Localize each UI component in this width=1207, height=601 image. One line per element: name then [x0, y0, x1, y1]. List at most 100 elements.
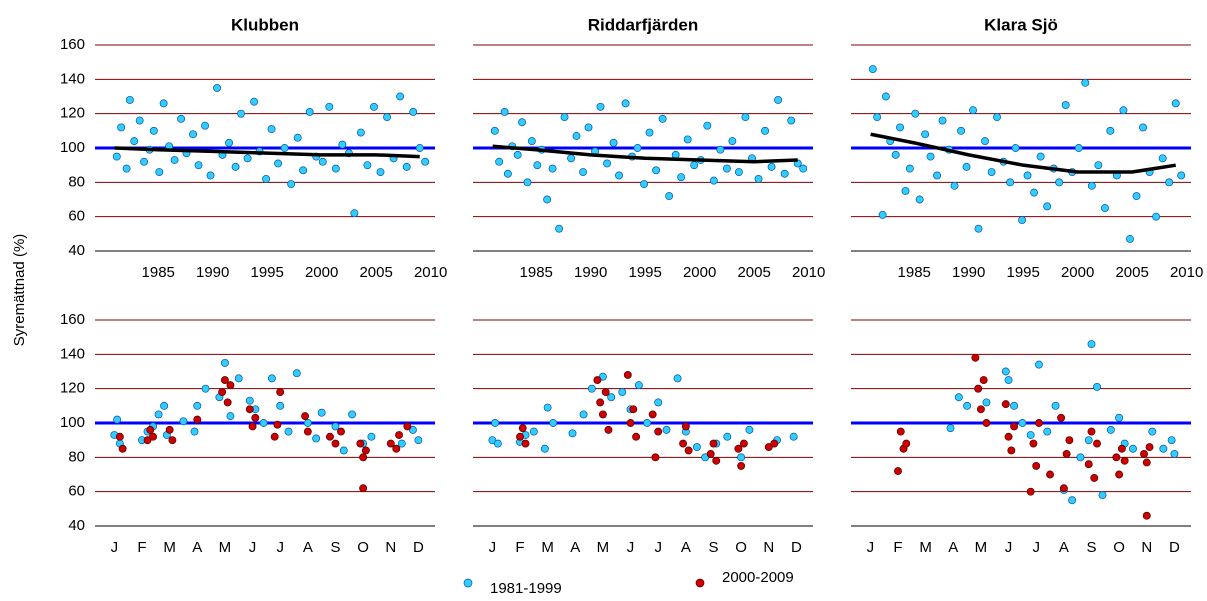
x-tick-label: 1990: [952, 264, 985, 281]
data-point: [1057, 413, 1066, 422]
data-point: [1167, 436, 1176, 445]
data-point: [1032, 461, 1041, 470]
x-tick-label: J: [249, 539, 257, 556]
data-point: [521, 439, 530, 448]
data-point: [963, 401, 972, 410]
data-point: [226, 381, 235, 390]
data-point: [1142, 458, 1151, 467]
data-point: [1159, 444, 1168, 453]
data-point: [518, 118, 526, 127]
x-tick-label: J: [489, 539, 497, 556]
data-point: [618, 388, 627, 397]
data-point: [348, 410, 357, 419]
data-point: [245, 396, 254, 405]
data-point: [146, 425, 155, 434]
data-point: [915, 195, 924, 204]
data-point: [523, 178, 532, 187]
data-point: [318, 157, 327, 166]
data-point: [243, 154, 252, 163]
data-point: [363, 161, 372, 170]
data-point: [421, 157, 430, 166]
data-point: [894, 467, 902, 476]
data-point: [902, 439, 911, 448]
x-tick-label: A: [948, 539, 958, 556]
data-point: [671, 150, 680, 159]
data-point: [568, 429, 577, 438]
y-tick-label: 60: [68, 208, 85, 225]
data-point: [1117, 444, 1126, 453]
legend-label: 1981-1999: [490, 580, 562, 597]
data-point: [220, 376, 229, 385]
data-point: [359, 484, 368, 493]
data-point: [954, 393, 963, 402]
data-point: [1120, 456, 1129, 465]
data-point: [1177, 171, 1186, 180]
data-point: [891, 150, 900, 159]
x-tick-label: 1985: [898, 264, 931, 281]
legend-label: 2000-2009: [722, 569, 794, 586]
data-point: [1068, 496, 1077, 505]
data-point: [1026, 431, 1035, 439]
data-point: [1001, 400, 1010, 409]
data-point: [737, 453, 746, 462]
data-point: [543, 195, 552, 204]
data-point: [770, 439, 779, 448]
data-point: [745, 425, 754, 434]
data-point: [652, 166, 661, 175]
data-point: [392, 444, 401, 453]
x-tick-label: J: [276, 539, 284, 556]
x-tick-label: 2000: [1061, 264, 1094, 281]
data-point: [301, 412, 310, 421]
data-point: [584, 123, 593, 132]
data-point: [946, 424, 955, 433]
x-tick-label: 1995: [250, 264, 283, 281]
data-point: [1004, 432, 1013, 441]
data-point: [270, 432, 279, 441]
data-point: [1007, 446, 1016, 455]
data-point: [579, 410, 588, 419]
data-point: [567, 154, 576, 163]
data-point: [1084, 460, 1093, 469]
data-point: [337, 427, 345, 436]
data-point: [933, 171, 942, 180]
data-point: [774, 95, 783, 104]
data-point: [356, 439, 365, 448]
x-tick-label: N: [385, 539, 396, 556]
x-tick-label: 1985: [142, 264, 175, 281]
data-point: [789, 432, 798, 441]
x-tick-label: 1985: [520, 264, 553, 281]
data-point: [140, 157, 148, 166]
data-point: [276, 388, 285, 397]
data-point: [1018, 419, 1027, 427]
data-point: [293, 133, 302, 142]
data-point: [1010, 401, 1019, 410]
y-tick-label: 140: [60, 70, 85, 87]
data-point: [1035, 419, 1043, 427]
legend-marker: [463, 578, 473, 588]
data-point: [359, 453, 368, 462]
data-point: [596, 102, 605, 111]
data-point: [1062, 449, 1071, 458]
data-point: [312, 434, 321, 443]
data-point: [350, 209, 359, 218]
data-point: [607, 393, 616, 402]
data-point: [513, 150, 522, 159]
panel-title: Riddarfjärden: [588, 15, 699, 34]
data-point: [1170, 449, 1179, 458]
data-point: [527, 137, 536, 146]
data-point: [681, 422, 690, 431]
y-tick-label: 80: [68, 448, 85, 465]
data-point: [1098, 491, 1107, 500]
x-tick-label: A: [303, 539, 313, 556]
y-tick-label: 40: [68, 242, 85, 259]
data-point: [326, 432, 334, 441]
data-point: [396, 92, 405, 101]
x-tick-label: O: [1113, 539, 1125, 556]
data-point: [1106, 425, 1115, 434]
x-tick-label: 2000: [683, 264, 716, 281]
data-point: [370, 102, 378, 111]
data-point: [709, 439, 718, 448]
data-point: [1148, 427, 1157, 436]
panel-title: Klara Sjö: [984, 15, 1058, 34]
data-point: [356, 128, 365, 137]
